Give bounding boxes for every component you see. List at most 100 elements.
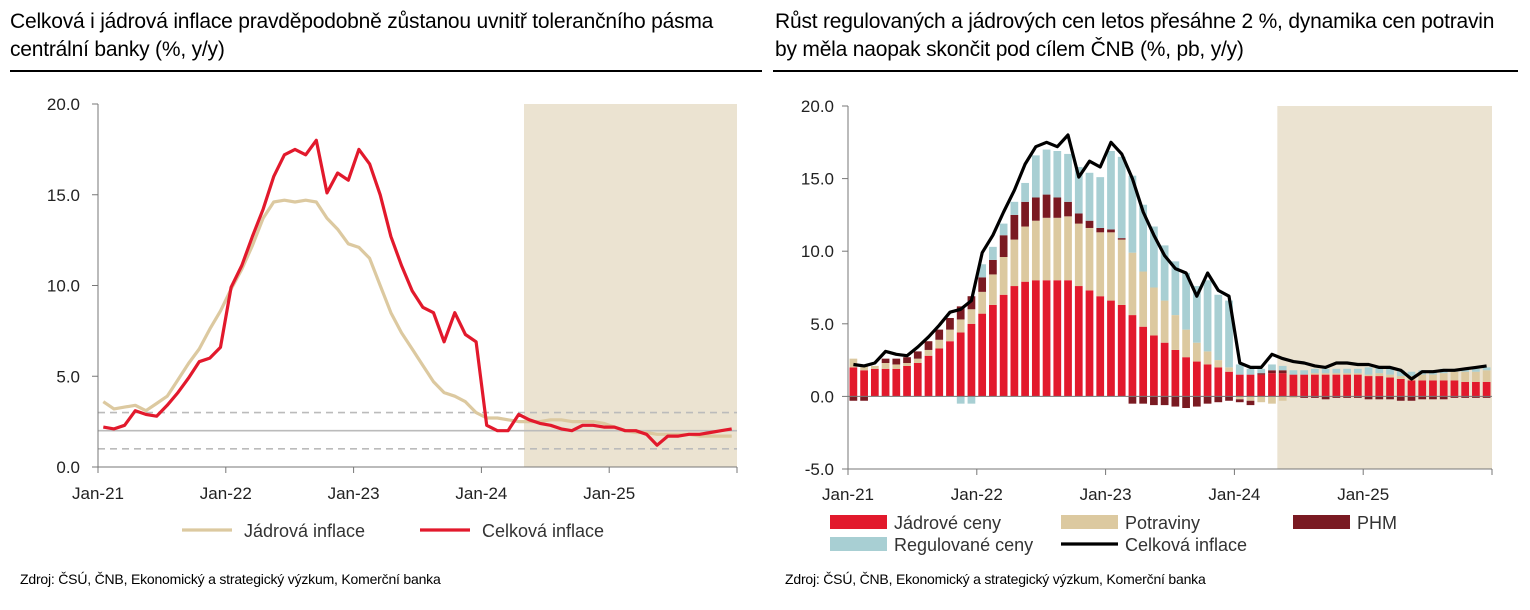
bar-segment-phm: [999, 235, 1008, 258]
bar-segment-phm: [1235, 399, 1244, 403]
bar-segment-jadrove-ceny: [1042, 280, 1051, 397]
legend-label-celkova-inflace: Celková inflace: [1125, 535, 1247, 555]
y-tick-label: 20.0: [47, 95, 80, 114]
y-tick-label: -5.0: [805, 460, 834, 479]
bar-segment-potraviny: [913, 358, 922, 364]
bar-segment-jadrove-ceny: [1150, 335, 1158, 397]
bar-segment-phm: [1128, 396, 1137, 404]
bar-segment-potraviny: [860, 365, 868, 371]
bar-segment-jadrove-ceny: [1085, 290, 1094, 397]
x-tick-label: Jan-24: [1208, 485, 1260, 504]
bar-segment-regulovane-ceny: [1225, 300, 1233, 368]
bar-segment-potraviny: [978, 291, 987, 314]
bar-segment-phm: [1085, 220, 1094, 228]
x-tick-label: Jan-21: [72, 484, 124, 503]
bar-segment-phm: [1074, 213, 1083, 224]
bar-segment-regulovane-ceny: [1192, 286, 1201, 343]
bar-segment-regulovane-ceny: [1042, 149, 1051, 195]
bar-segment-jadrove-ceny: [1450, 380, 1459, 397]
bar-segment-potraviny: [1203, 351, 1212, 365]
bar-segment-phm: [1053, 197, 1062, 218]
bar-segment-potraviny: [1160, 300, 1169, 343]
legend-label-regulovane-ceny: Regulované ceny: [894, 535, 1033, 555]
bar-segment-phm: [1150, 396, 1158, 406]
bar-segment-potraviny: [1343, 373, 1351, 375]
bar-segment-potraviny: [1332, 373, 1341, 375]
bar-segment-potraviny: [1096, 232, 1105, 297]
x-tick-label: Jan-22: [951, 485, 1003, 504]
bar-segment-jadrove-ceny: [1117, 304, 1126, 397]
bar-segment-jadrove-ceny: [913, 363, 922, 397]
bar-segment-phm: [935, 329, 944, 340]
bar-segment-jadrove-ceny: [1364, 376, 1373, 397]
x-tick-label: Jan-21: [822, 485, 874, 504]
bar-segment-jadrove-ceny: [1021, 281, 1029, 397]
bar-segment-phm: [903, 357, 911, 364]
right-title-divider: [773, 70, 1518, 72]
bar-segment-potraviny: [1128, 252, 1137, 316]
bar-segment-jadrove-ceny: [1321, 374, 1330, 397]
bar-segment-potraviny: [1289, 396, 1298, 398]
bar-segment-jadrove-ceny: [946, 341, 954, 397]
bar-segment-regulovane-ceny: [1246, 368, 1255, 375]
bar-segment-regulovane-ceny: [1128, 175, 1137, 253]
bar-segment-potraviny: [1375, 373, 1384, 377]
bar-segment-phm: [1472, 396, 1480, 398]
bar-segment-jadrove-ceny: [1439, 380, 1448, 397]
bar-segment-phm: [967, 296, 976, 310]
bar-segment-jadrove-ceny: [1074, 286, 1083, 397]
y-tick-label: 10.0: [801, 242, 834, 261]
bar-segment-potraviny: [1461, 371, 1470, 382]
x-tick-label: Jan-25: [583, 484, 635, 503]
bar-segment-potraviny: [1257, 396, 1266, 403]
bar-segment-jadrove-ceny: [967, 323, 976, 397]
bar-segment-jadrove-ceny: [1235, 374, 1244, 397]
legend-swatch-phm: [1293, 515, 1350, 529]
bar-segment-potraviny: [1064, 216, 1072, 281]
right-panel: Růst regulovaných a jádrových cen letos …: [765, 0, 1530, 610]
bar-segment-regulovane-ceny: [1386, 368, 1394, 375]
bar-segment-phm: [1257, 373, 1266, 375]
bar-segment-jadrove-ceny: [1203, 364, 1212, 397]
bar-segment-phm: [1321, 396, 1330, 400]
bar-segment-jadrove-ceny: [1386, 377, 1394, 397]
series-line-celkova-inflace: [103, 138, 732, 447]
x-tick-label: Jan-25: [1337, 485, 1389, 504]
bar-segment-phm: [1171, 396, 1180, 407]
bar-segment-regulovane-ceny: [1107, 151, 1115, 230]
bar-segment-potraviny: [1192, 342, 1201, 362]
bar-segment-regulovane-ceny: [1085, 172, 1094, 221]
bar-segment-regulovane-ceny: [1396, 370, 1405, 377]
forecast-shading: [524, 104, 737, 467]
bar-segment-regulovane-ceny: [1257, 368, 1266, 374]
bar-segment-jadrove-ceny: [1461, 381, 1470, 397]
bar-segment-regulovane-ceny: [1311, 368, 1319, 374]
bar-segment-phm: [1182, 396, 1190, 409]
bar-segment-potraviny: [1418, 374, 1427, 381]
bar-segment-jadrove-ceny: [1332, 374, 1341, 397]
bar-segment-phm: [978, 277, 987, 292]
bar-segment-phm: [1364, 396, 1373, 400]
bar-segment-regulovane-ceny: [1321, 368, 1330, 374]
bar-segment-phm: [946, 317, 954, 330]
bar-segment-phm: [849, 396, 858, 401]
bar-segment-jadrove-ceny: [881, 368, 890, 397]
bar-segment-phm: [1343, 396, 1351, 398]
bar-segment-potraviny: [1396, 376, 1405, 379]
bar-segment-potraviny: [1107, 232, 1115, 301]
bar-segment-jadrove-ceny: [1300, 374, 1309, 397]
bar-segment-phm: [1482, 396, 1491, 398]
bar-segment-potraviny: [870, 365, 879, 369]
bar-segment-regulovane-ceny: [1332, 368, 1341, 374]
bar-segment-potraviny: [1386, 374, 1394, 378]
bar-segment-jadrove-ceny: [1472, 381, 1480, 397]
bar-segment-phm: [881, 358, 890, 364]
bar-segment-regulovane-ceny: [1407, 371, 1416, 377]
bar-segment-phm: [1300, 396, 1309, 398]
bar-segment-phm: [924, 341, 933, 350]
bar-segment-phm: [1192, 396, 1201, 407]
legend-label-phm: PHM: [1357, 513, 1397, 533]
bar-segment-regulovane-ceny: [1064, 153, 1072, 202]
bar-segment-phm: [1311, 396, 1319, 398]
bar-segment-jadrove-ceny: [903, 365, 911, 397]
